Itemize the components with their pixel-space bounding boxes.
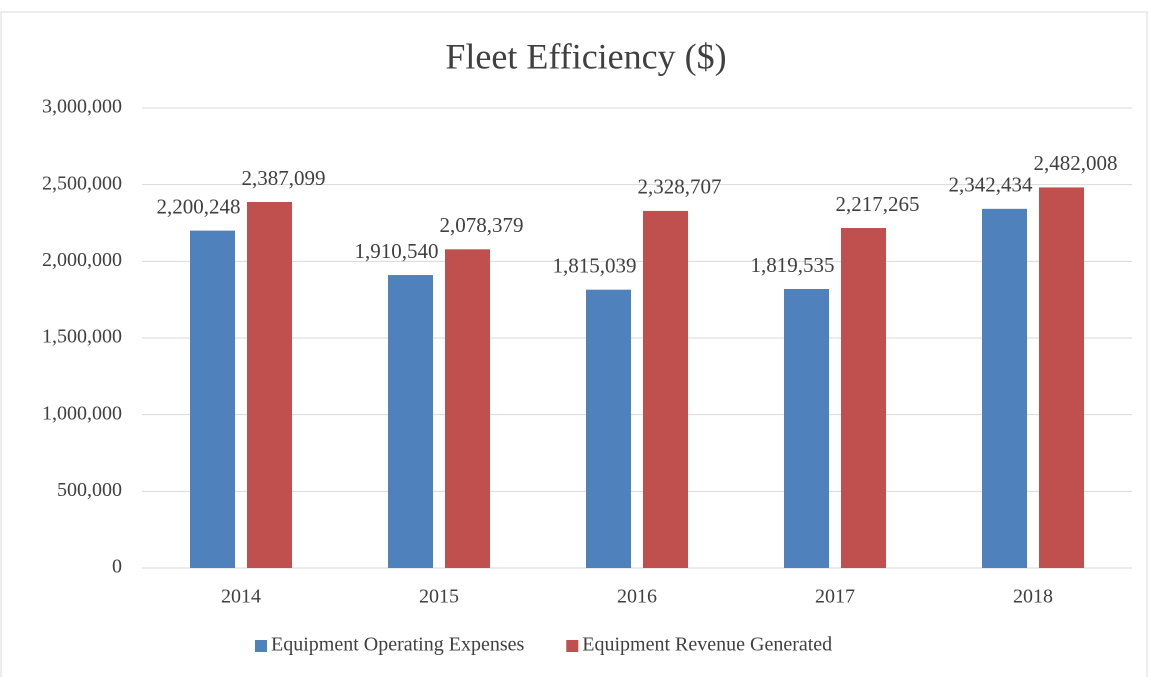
legend-label: Equipment Operating Expenses [271,634,524,656]
bar [190,230,235,568]
x-tick-label: 2015 [419,586,459,608]
y-tick-label: 3,000,000 [42,96,122,118]
data-label: 2,200,248 [157,194,241,218]
y-tick-label: 2,000,000 [42,249,122,271]
data-label: 2,342,434 [949,173,1034,197]
x-tick-label: 2016 [617,586,657,608]
data-label: 2,328,707 [638,175,722,199]
chart-title: Fleet Efficiency ($) [445,36,726,76]
bar [784,289,829,568]
data-label: 1,815,039 [553,254,637,278]
bar [841,228,886,569]
y-tick-label: 1,000,000 [42,402,122,424]
bar [247,201,292,568]
data-label: 2,387,099 [242,166,326,190]
legend-label: Equipment Revenue Generated [582,634,832,656]
data-label: 2,217,265 [836,192,920,216]
data-label: 2,078,379 [440,213,524,237]
bar [445,249,490,568]
data-label: 1,819,535 [751,253,835,277]
x-tick-label: 2014 [221,586,261,608]
bar [982,208,1027,568]
legend-swatch [566,640,579,652]
legend-swatch [255,640,267,652]
chart-border [0,11,1148,677]
data-label: 1,910,540 [355,239,439,263]
bar [1039,187,1084,568]
bar [643,210,688,569]
x-tick-label: 2017 [815,586,855,608]
y-tick-label: 1,500,000 [42,326,122,348]
y-tick-label: 2,500,000 [42,172,122,194]
y-tick-label: 0 [112,556,122,578]
y-tick-label: 500,000 [57,479,122,501]
x-tick-label: 2018 [1013,586,1053,608]
bar [586,289,631,568]
data-label: 2,482,008 [1034,151,1118,175]
bar [388,275,433,568]
